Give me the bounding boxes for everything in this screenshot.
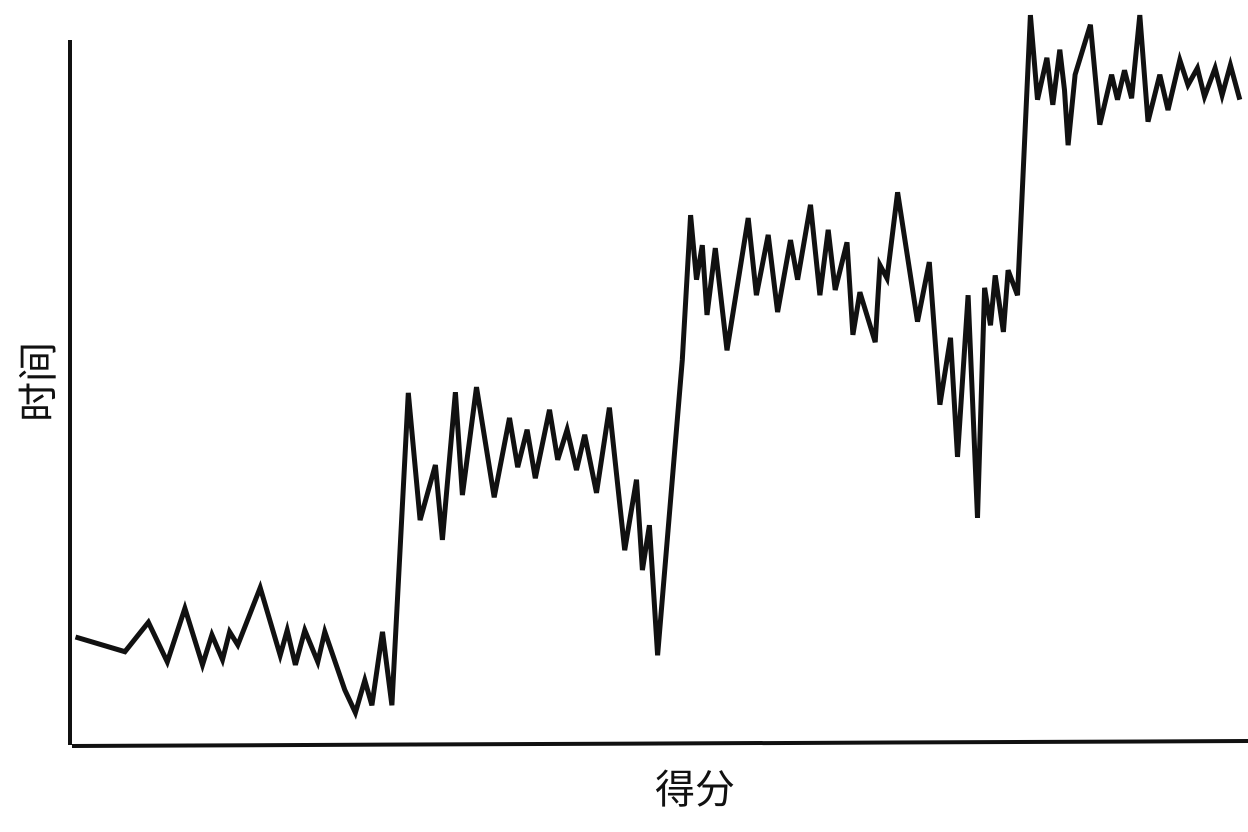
- x-axis: [71, 739, 1248, 748]
- x-axis-label: 得分: [655, 767, 735, 813]
- y-axis-label: 时间: [16, 342, 62, 422]
- data-line: [74, 14, 1243, 720]
